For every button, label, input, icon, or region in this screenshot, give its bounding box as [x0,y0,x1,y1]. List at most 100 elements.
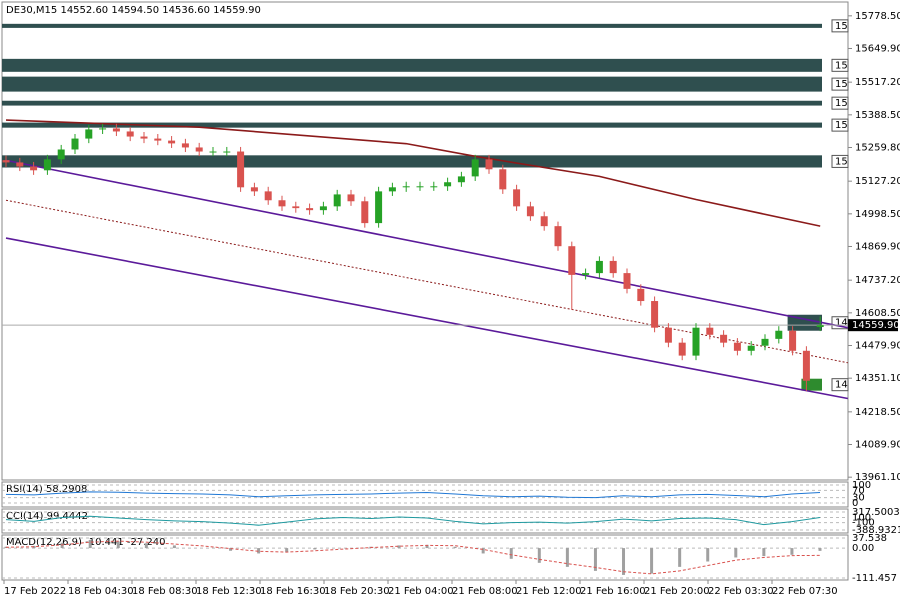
candle-body [264,191,272,201]
x-tick-label: 21 Feb 04:00 [388,586,454,597]
y-tick-label: 14737.20 [855,275,900,286]
zone [801,378,822,391]
indicator-line [5,491,821,499]
candle-body [609,260,617,274]
cci-panel [1,508,849,534]
zone-tag [831,58,849,72]
candle-body [30,166,38,171]
candle-body [375,191,383,224]
zone-label: 15 [835,120,848,131]
indicator-line [5,515,821,526]
indicator-tick-label: 37.538 [852,533,887,544]
zone-tag [831,118,849,132]
zone-label: 14 [835,318,848,329]
zone-label: 15 [835,79,848,90]
y-tick-label: 14089.90 [855,439,900,450]
candle-body [333,194,341,207]
x-tick-label: 22 Feb 03:30 [708,586,774,597]
rsi-panel [1,481,849,508]
y-tick-label: 15778.50 [855,11,900,22]
x-tick-label: 21 Feb 16:00 [580,586,646,597]
indicator-tick-label: -388.9321 [852,525,900,536]
candle-body [57,149,65,160]
indicator-label: MACD(12,26,9) -10.441 -27.240 [6,537,166,548]
candle-body [720,334,728,343]
candle-body [278,200,286,207]
candle-body [306,208,314,211]
y-tick-label: 15259.80 [855,143,900,154]
zone-tag [831,77,849,91]
candle-body [402,186,410,188]
candle-body [568,246,576,275]
y-tick-label: 13961.10 [855,472,900,483]
candle-body [526,206,534,217]
indicator-tick-label: 70 [852,485,865,496]
candle-body [140,136,148,139]
candle-body [209,151,217,153]
indicator-tick-label: 100 [852,513,871,524]
x-tick-label: 18 Feb 12:30 [196,586,262,597]
x-tick-label: 18 Feb 20:30 [324,586,390,597]
candle-body [444,182,452,187]
candle-body [430,186,438,188]
candle-body [582,273,590,275]
indicator-tick-label: 317.5003 [852,507,900,518]
chart-title: DE30,M15 14552.60 14594.50 14536.60 1455… [6,5,261,16]
candle-body [347,194,355,202]
y-tick-label: 15517.20 [855,77,900,88]
candle-body [692,327,700,356]
y-tick-label: 14608.50 [855,308,900,319]
zone-tag [831,378,849,392]
candle-body [2,160,10,163]
candle-body [775,330,783,339]
candle-body [388,187,396,192]
zone [787,314,822,331]
indicator-tick-label: 30 [852,493,865,504]
overlay-line [5,159,848,329]
overlay-line [5,237,848,400]
candle-body [816,325,824,328]
candle-body [416,186,424,188]
candle-body [16,162,24,167]
candle-body [457,176,465,183]
x-tick-label: 22 Feb 07:30 [772,586,838,597]
candle-body [733,342,741,351]
indicator-tick-label: 100 [852,480,871,491]
zone [2,58,822,72]
x-tick-label: 21 Feb 20:00 [644,586,710,597]
candle-body [99,128,107,130]
y-tick-label: 15127.20 [855,176,900,187]
candle-body [623,273,631,289]
y-tick-label: 15649.90 [855,43,900,54]
candle-body [747,345,755,351]
indicator-tick-label: -100 [852,518,875,529]
zone [2,100,822,106]
candle-body [43,159,51,171]
y-tick-label: 14998.50 [855,209,900,220]
x-tick-label: 18 Feb 08:30 [132,586,198,597]
zone-tag [831,154,849,168]
zone [2,122,822,128]
zone-label: 15 [835,60,848,71]
candle-body [761,338,769,346]
candle-body [154,138,162,141]
main-panel [1,1,849,481]
candle-body [485,159,493,170]
candle-body [471,159,479,177]
zone [2,155,822,168]
candle-body [181,143,189,148]
candle-body [237,151,245,188]
indicator-tick-label: -111.457 [852,573,897,584]
candle-body [112,128,120,132]
candle-body [554,226,562,247]
candle-body [706,327,714,335]
y-tick-label: 14351.10 [855,373,900,384]
zone-label: 15 [835,156,848,167]
zone-tag [831,96,849,110]
candle-body [195,147,203,152]
x-tick-label: 21 Feb 08:00 [452,586,518,597]
candle-body [292,206,300,209]
price-tag [848,319,898,332]
y-tick-label: 15388.50 [855,110,900,121]
